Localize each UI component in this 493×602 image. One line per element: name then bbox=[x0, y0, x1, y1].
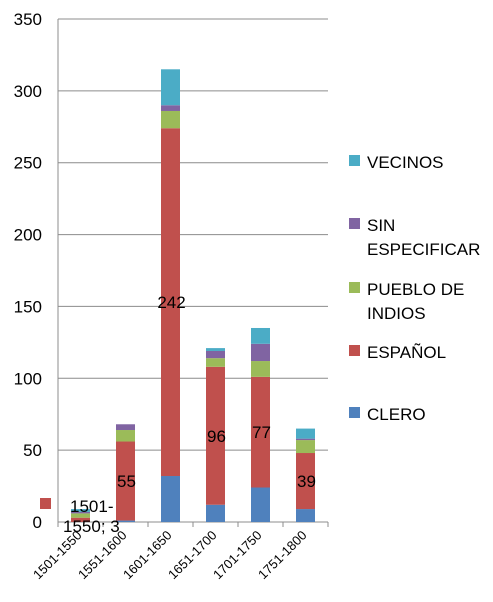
bar-segment-vecinos bbox=[251, 327, 270, 344]
bar-segment-sin-especificar bbox=[251, 343, 270, 362]
bar-segment-pueblo-de-indios bbox=[296, 440, 315, 454]
bar-segment-sin-especificar bbox=[71, 511, 90, 514]
data-label: 77 bbox=[252, 423, 271, 442]
legend-label-pueblo-de-indios: PUEBLO DE INDIOS bbox=[367, 280, 464, 323]
legend-label-clero: CLERO bbox=[367, 405, 426, 424]
bar-segment-clero bbox=[296, 509, 315, 522]
y-tick-label: 200 bbox=[14, 226, 42, 245]
y-tick-label: 150 bbox=[14, 297, 42, 316]
data-label: 242 bbox=[157, 293, 185, 312]
y-tick-label: 100 bbox=[14, 369, 42, 388]
legend: VECINOS SIN ESPECIFICAR PUEBLO DE INDIOS ESPA… bbox=[349, 153, 480, 424]
legend-swatch-sin-especificar bbox=[349, 218, 360, 229]
bar-segment-espa-ol bbox=[206, 366, 225, 505]
bar-segment-clero bbox=[206, 504, 225, 522]
bar-segment-pueblo-de-indios bbox=[161, 110, 180, 129]
bar-segment-clero bbox=[116, 520, 135, 522]
y-tick-label: 250 bbox=[14, 154, 42, 173]
bar-segment-pueblo-de-indios bbox=[251, 361, 270, 377]
bar-segment-pueblo-de-indios bbox=[206, 358, 225, 367]
y-tick-label: 350 bbox=[14, 10, 42, 29]
y-tick-label: 0 bbox=[33, 513, 42, 532]
bar-segment-sin-especificar bbox=[206, 350, 225, 359]
bar-segment-vecinos bbox=[71, 509, 90, 512]
legend-swatch-pueblo-de-indios bbox=[349, 282, 360, 293]
bar-segment-espa-ol bbox=[296, 453, 315, 510]
bar-segment-clero bbox=[251, 487, 270, 522]
bar-segment-clero bbox=[161, 476, 180, 522]
bars bbox=[71, 69, 315, 522]
bar-segment-espa-ol bbox=[71, 517, 90, 522]
legend-swatch-vecinos bbox=[349, 155, 360, 166]
data-label: 96 bbox=[207, 427, 226, 446]
bar-segment-pueblo-de-indios bbox=[71, 513, 90, 518]
y-tick-label: 300 bbox=[14, 82, 42, 101]
bar-segment-sin-especificar bbox=[161, 105, 180, 111]
bar-segment-espa-ol bbox=[251, 376, 270, 488]
data-label: 55 bbox=[117, 472, 136, 491]
bar-segment-sin-especificar bbox=[296, 438, 315, 441]
bar-segment-pueblo-de-indios bbox=[116, 430, 135, 442]
legend-swatch-clero bbox=[349, 407, 360, 418]
bar-segment-vecinos bbox=[296, 428, 315, 439]
legend-label-vecinos: VECINOS bbox=[367, 153, 444, 172]
bar-segment-espa-ol bbox=[161, 128, 180, 477]
legend-label-espa-ol: ESPAÑOL bbox=[367, 343, 446, 362]
y-tick-label: 50 bbox=[23, 441, 42, 460]
data-label: 39 bbox=[297, 472, 316, 491]
legend-label-sin-especificar: SIN ESPECIFICAR bbox=[367, 216, 480, 259]
x-tick-label: 1751-1800 bbox=[255, 528, 310, 583]
data-label-key bbox=[40, 498, 51, 509]
bar-segment-espa-ol bbox=[116, 441, 135, 521]
data-labels: 1501-1550; 3 55 242 96 77 39 bbox=[40, 293, 316, 536]
bar-segment-sin-especificar bbox=[116, 424, 135, 431]
data-label: 1501-1550; 3 bbox=[63, 497, 120, 536]
bar-segment-vecinos bbox=[161, 69, 180, 106]
legend-swatch-espa-ol bbox=[349, 345, 360, 356]
gridlines bbox=[58, 18, 328, 451]
bar-segment-vecinos bbox=[206, 348, 225, 351]
